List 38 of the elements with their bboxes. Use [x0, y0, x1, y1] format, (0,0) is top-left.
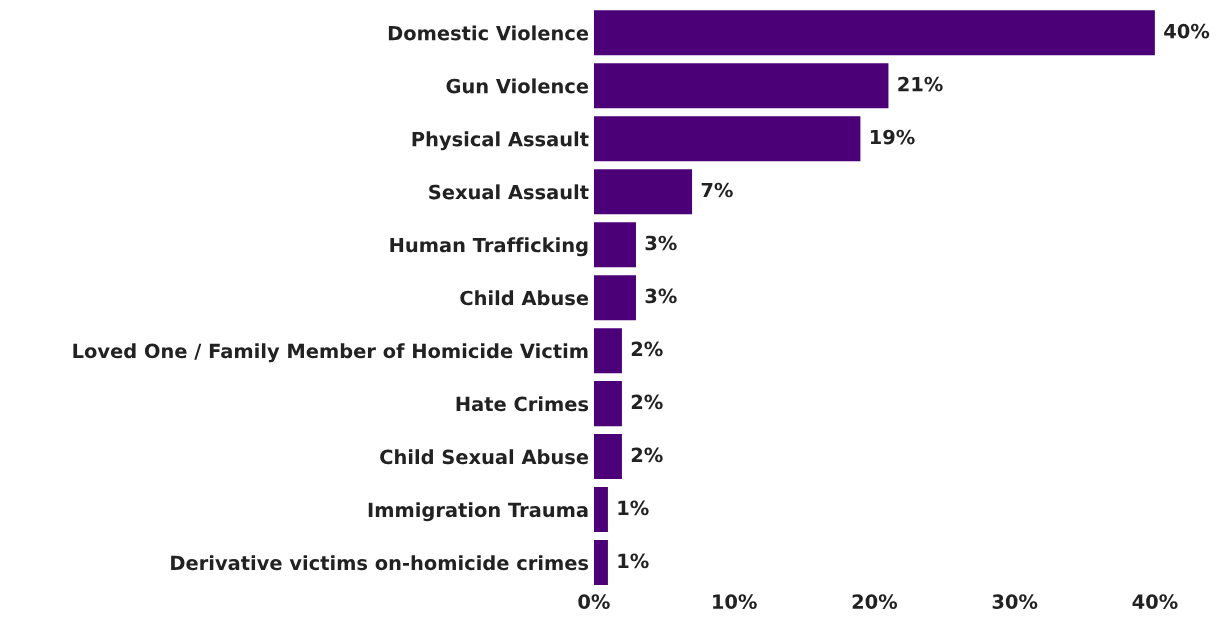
bar	[593, 222, 636, 268]
bar	[593, 275, 636, 321]
bar	[593, 10, 1155, 56]
data-label: 7%	[701, 182, 733, 198]
data-label: 21%	[898, 76, 943, 92]
bar	[593, 540, 608, 586]
data-label: 40%	[1164, 23, 1210, 39]
y-tick-label: Hate Crimes	[456, 396, 589, 412]
bar	[593, 434, 622, 480]
y-tick-label: Physical Assault	[412, 131, 589, 151]
x-tick-label: 10%	[713, 594, 757, 609]
data-label: 2%	[631, 341, 663, 357]
y-tick-label: Sexual Assault	[429, 184, 589, 200]
bar	[593, 169, 693, 215]
data-label: 2%	[631, 394, 663, 410]
x-tick-label: 0%	[578, 594, 610, 609]
data-label: 1%	[618, 553, 649, 569]
data-label: 3%	[645, 235, 677, 251]
y-tick-label: Human Trafficking	[390, 237, 588, 257]
data-label: 2%	[631, 447, 663, 463]
bar	[593, 487, 608, 533]
bar	[593, 381, 622, 427]
y-tick-label: Gun Violence	[446, 78, 589, 94]
x-tick-label: 30%	[992, 594, 1038, 609]
x-tick-label: 40%	[1132, 594, 1178, 609]
bar	[593, 328, 622, 374]
y-tick-label: Derivative victims on-homicide crimes	[171, 555, 589, 571]
x-tick-label: 20%	[852, 594, 898, 609]
y-tick-label: Child Sexual Abuse	[380, 449, 589, 465]
y-tick-label: Loved One / Family Member of Homicide Victim	[73, 343, 588, 363]
data-label: 1%	[618, 500, 649, 516]
data-label: 19%	[870, 129, 915, 145]
y-tick-label: Immigration Trauma	[368, 502, 588, 522]
bar	[593, 116, 861, 162]
data-label: 3%	[645, 288, 677, 304]
bar	[593, 63, 889, 109]
y-tick-label: Domestic Violence	[388, 25, 589, 41]
y-tick-label: Child Abuse	[460, 290, 589, 306]
